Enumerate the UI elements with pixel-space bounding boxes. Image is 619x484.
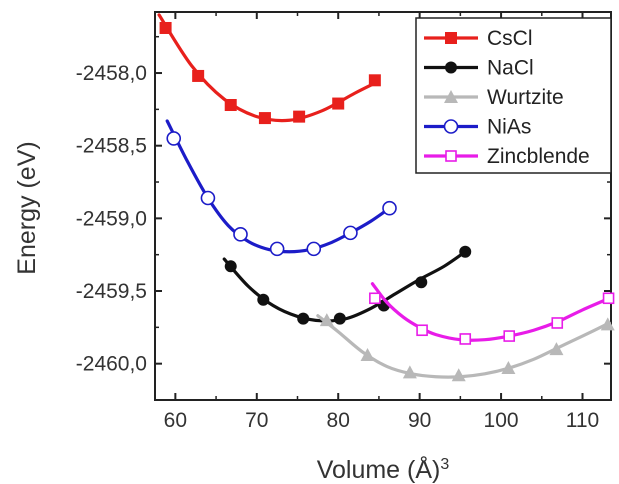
x-axis-title-superscript: 3 [440,456,449,473]
data-point-zincblende [459,333,472,345]
data-point-nias [269,241,285,257]
x-axis-title: Volume (Å)3 [317,454,450,484]
fit-curve-wurtzite [316,314,611,379]
data-point-nias [200,190,216,206]
data-point-zincblende [551,317,564,329]
data-point-nacl [459,245,472,258]
series-nias [165,119,397,257]
legend-marker-nias [443,119,459,134]
legend: CsCl NaCl Wurtzite NiAs Zincblende [415,17,612,174]
data-point-wurtzite [600,317,615,331]
x-tick-label: 90 [408,409,431,432]
data-point-zincblende [416,324,428,337]
data-point-nias [306,241,322,257]
data-point-wurtzite [402,365,417,379]
data-point-zincblende [369,292,381,305]
data-point-nacl [224,260,237,273]
data-point-wurtzite [319,313,334,327]
y-tick-label: -2459,5 [76,280,147,303]
fit-curve-cscl [157,13,377,123]
series-layer [157,13,615,382]
data-point-cscl [159,21,172,34]
x-axis-ticks: 60 70 80 90 100 110 [164,12,599,432]
data-point-cscl [332,97,345,110]
data-point-wurtzite [501,361,516,375]
legend-marker-nacl [445,61,457,74]
legend-marker-cscl [445,32,457,44]
x-tick-label: 110 [566,409,599,432]
series-cscl [157,13,381,125]
data-point-wurtzite [360,347,375,361]
data-point-nias [343,225,358,241]
x-tick-label: 100 [484,409,519,432]
y-tick-label: -2458,0 [76,62,147,85]
data-point-nacl [297,312,310,325]
series-wurtzite [316,313,615,382]
data-point-cscl [258,112,271,125]
legend-label-cscl: CsCl [487,27,533,50]
x-tick-label: 70 [245,409,268,432]
data-point-cscl [368,74,381,87]
legend-label-zincblende: Zincblende [487,145,590,168]
fit-curve-zincblende [370,282,611,342]
data-point-zincblende [602,292,615,305]
data-point-nacl [257,293,270,306]
data-point-cscl [224,99,237,112]
data-point-nias [382,200,397,216]
data-point-nacl [415,276,428,289]
data-point-cscl [192,69,205,82]
y-tick-label: -2459,0 [76,207,147,230]
legend-marker-zincblende [445,150,457,162]
data-point-cscl [293,110,306,123]
data-point-zincblende [503,330,516,342]
series-nacl [222,245,472,325]
legend-label-wurtzite: Wurtzite [487,86,564,109]
plot-border [154,11,612,401]
x-tick-label: 80 [327,409,350,432]
data-point-nacl [333,312,346,325]
fit-curve-nacl [222,250,467,323]
legend-marker-wurtzite [444,90,458,103]
y-axis-title: Energy (eV) [13,141,41,274]
y-tick-label: -2460,0 [76,353,147,376]
data-point-wurtzite [451,368,466,382]
legend-label-nias: NiAs [487,116,531,139]
x-tick-label: 60 [164,409,187,432]
y-tick-label: -2458,5 [76,135,147,158]
y-axis-ticks: -2458,0 -2458,5 -2459,0 -2459,5 -2460,0 [76,35,611,401]
data-point-wurtzite [549,342,564,356]
data-point-nias [166,131,182,146]
plot-frame [154,11,612,401]
legend-label-nacl: NaCl [487,57,534,80]
series-zincblende [369,282,615,345]
data-point-nias [233,227,248,242]
